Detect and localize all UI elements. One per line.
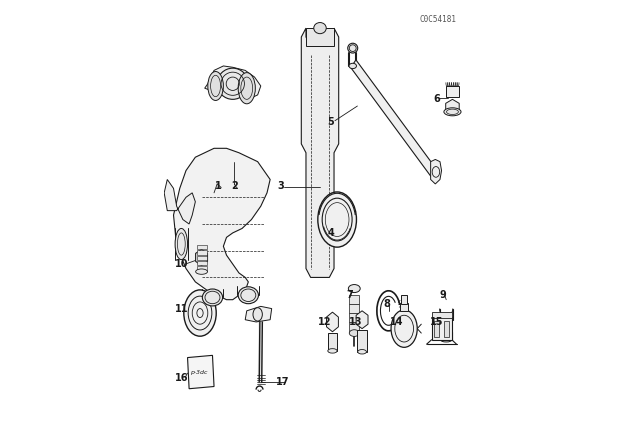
Text: 9: 9 bbox=[440, 290, 447, 300]
Text: 14: 14 bbox=[390, 317, 403, 327]
Bar bbox=[196, 250, 207, 255]
Text: 17: 17 bbox=[276, 377, 289, 387]
Polygon shape bbox=[326, 312, 339, 332]
Ellipse shape bbox=[196, 269, 207, 274]
Ellipse shape bbox=[314, 22, 326, 34]
Bar bbox=[401, 295, 407, 304]
Ellipse shape bbox=[349, 63, 356, 69]
Text: 2: 2 bbox=[231, 181, 237, 191]
Bar bbox=[401, 303, 408, 311]
Polygon shape bbox=[188, 355, 214, 389]
Text: 12: 12 bbox=[318, 317, 332, 327]
Bar bbox=[434, 321, 440, 336]
Ellipse shape bbox=[328, 349, 337, 353]
Text: C0C54181: C0C54181 bbox=[420, 15, 457, 24]
Text: 10: 10 bbox=[175, 259, 188, 269]
Bar bbox=[444, 321, 449, 336]
Bar bbox=[196, 245, 207, 250]
Text: 7: 7 bbox=[346, 290, 353, 300]
Polygon shape bbox=[445, 99, 460, 116]
Text: 1: 1 bbox=[215, 181, 222, 191]
Polygon shape bbox=[196, 250, 207, 265]
Ellipse shape bbox=[175, 228, 188, 260]
Text: 11: 11 bbox=[175, 304, 188, 314]
Bar bbox=[196, 261, 207, 265]
Text: 5: 5 bbox=[328, 116, 334, 127]
Polygon shape bbox=[245, 306, 272, 322]
Text: 6: 6 bbox=[433, 95, 440, 104]
Ellipse shape bbox=[208, 72, 223, 100]
Ellipse shape bbox=[238, 287, 259, 304]
Bar bbox=[431, 318, 452, 340]
Ellipse shape bbox=[444, 108, 461, 116]
Bar bbox=[349, 313, 359, 322]
Bar bbox=[306, 28, 334, 46]
Text: 13: 13 bbox=[349, 317, 363, 327]
Polygon shape bbox=[301, 28, 339, 277]
Polygon shape bbox=[356, 311, 368, 329]
Ellipse shape bbox=[440, 330, 452, 335]
Polygon shape bbox=[164, 180, 195, 224]
Bar bbox=[349, 322, 359, 331]
Text: 16: 16 bbox=[175, 373, 188, 383]
Ellipse shape bbox=[238, 73, 255, 104]
Polygon shape bbox=[205, 66, 260, 99]
Ellipse shape bbox=[440, 337, 452, 342]
Circle shape bbox=[391, 310, 417, 347]
Ellipse shape bbox=[217, 68, 248, 99]
Ellipse shape bbox=[440, 317, 452, 323]
Text: 3: 3 bbox=[278, 181, 284, 191]
Bar bbox=[431, 312, 452, 319]
Ellipse shape bbox=[348, 43, 358, 53]
Bar bbox=[357, 330, 367, 352]
Polygon shape bbox=[351, 60, 438, 179]
Ellipse shape bbox=[358, 349, 367, 354]
Polygon shape bbox=[173, 148, 270, 300]
Ellipse shape bbox=[202, 289, 223, 306]
Ellipse shape bbox=[348, 284, 360, 293]
Circle shape bbox=[184, 290, 216, 336]
Bar bbox=[196, 266, 207, 271]
Bar bbox=[349, 295, 359, 304]
Ellipse shape bbox=[349, 330, 359, 336]
Bar bbox=[349, 304, 359, 313]
Text: 4: 4 bbox=[328, 228, 334, 238]
Text: p·3dc: p·3dc bbox=[190, 370, 208, 375]
Text: 15: 15 bbox=[430, 317, 444, 327]
Polygon shape bbox=[431, 159, 442, 184]
Bar bbox=[196, 256, 207, 260]
Circle shape bbox=[253, 308, 262, 321]
Bar bbox=[328, 333, 337, 351]
Bar bbox=[445, 86, 460, 97]
Text: 8: 8 bbox=[383, 299, 390, 309]
Circle shape bbox=[318, 192, 356, 247]
